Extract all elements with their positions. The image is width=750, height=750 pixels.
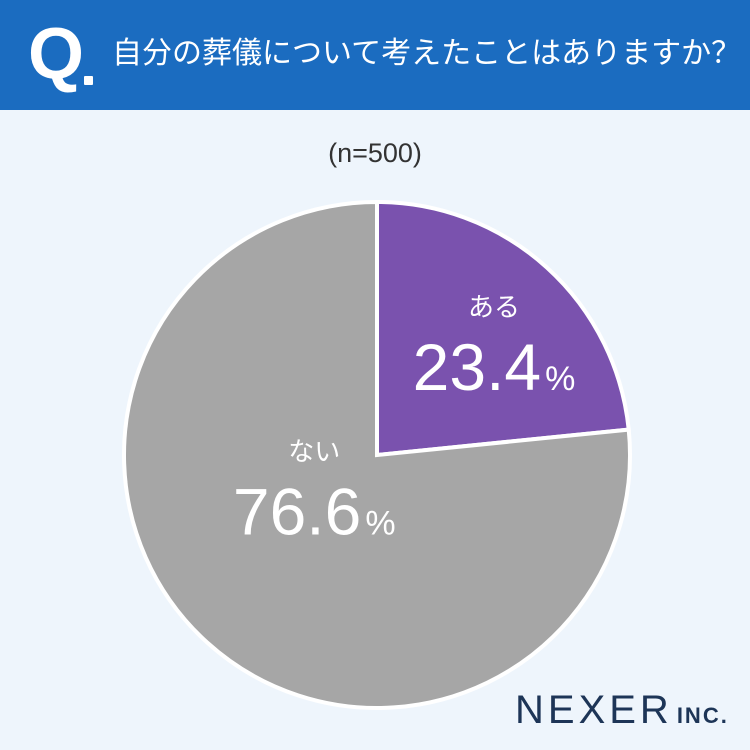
nexer-logo: NEXER INC. [515,688,729,733]
sample-size: (n=500) [328,138,422,168]
pie-slice-nai [122,199,632,710]
logo-suffix: INC. [676,703,729,728]
slice-value-nai: 76.6% [233,474,396,548]
pie-slice-aru [375,199,631,458]
slice-label-aru: ある [468,293,520,323]
slice-label-nai: ない [288,437,340,467]
slice-value-aru: 23.4% [413,330,576,404]
question-title: 自分の葬儀について考えたことはありますか？ [112,36,742,71]
q-mark: Q [28,14,85,94]
q-dot [84,76,93,85]
logo-name: NEXER [515,688,673,732]
header-bar: Q 自分の葬儀について考えたことはありますか？ [0,0,750,110]
